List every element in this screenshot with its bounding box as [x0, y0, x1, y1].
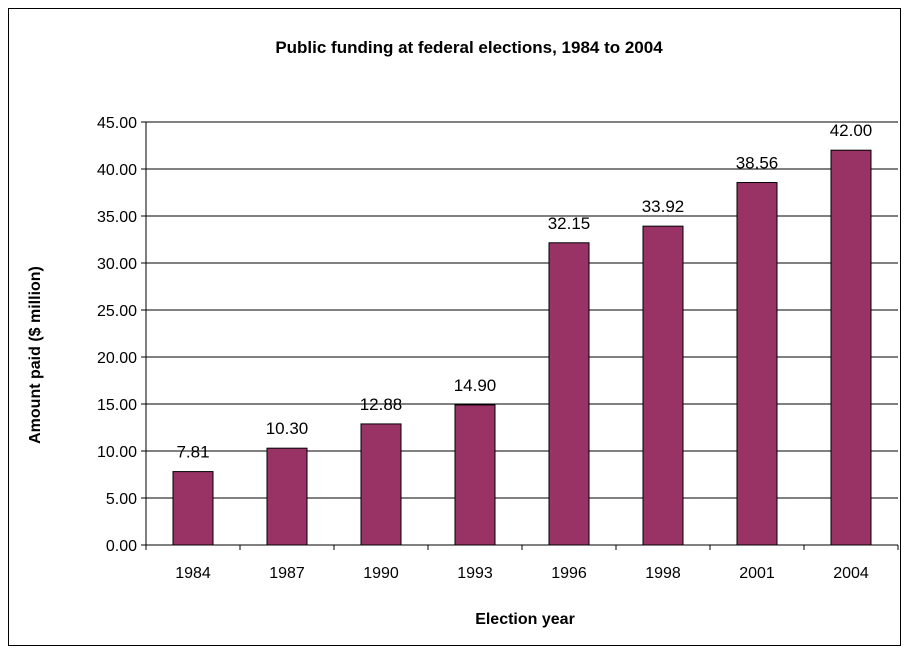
bar — [830, 149, 872, 546]
bar — [454, 404, 496, 546]
labels: 0.00 5.00 10.00 15.00 20.00 25.00 30.00 35.00 40… — [97, 115, 872, 582]
x-tick-label: 1987 — [269, 565, 305, 582]
data-label: 10.30 — [266, 419, 309, 438]
x-tick-label: 1996 — [551, 565, 587, 582]
bar — [360, 423, 402, 546]
data-label: 12.88 — [360, 395, 403, 414]
axes — [141, 121, 899, 550]
x-tick-label: 1990 — [363, 565, 399, 582]
y-axis-title: Amount paid ($ million) — [27, 266, 44, 444]
data-label: 7.81 — [176, 443, 209, 462]
bars — [172, 149, 872, 546]
bar — [172, 471, 214, 546]
y-tick-label: 40.00 — [97, 162, 137, 179]
y-tick-label: 20.00 — [97, 350, 137, 367]
x-tick-label: 1998 — [645, 565, 681, 582]
y-tick-label: 15.00 — [97, 397, 137, 414]
x-tick-label: 1984 — [175, 565, 211, 582]
y-tick-label: 25.00 — [97, 303, 137, 320]
data-label: 33.92 — [642, 197, 685, 216]
y-tick-label: 30.00 — [97, 256, 137, 273]
y-tick-label: 5.00 — [106, 491, 137, 508]
y-tick-label: 10.00 — [97, 444, 137, 461]
x-tick-label: 2001 — [739, 565, 775, 582]
bar — [736, 182, 778, 546]
chart: Public funding at federal elections, 198… — [8, 8, 901, 646]
y-tick-label: 35.00 — [97, 209, 137, 226]
y-tick-label: 45.00 — [97, 115, 137, 132]
data-label: 38.56 — [736, 154, 779, 173]
bar — [642, 225, 684, 546]
x-tick-label: 1993 — [457, 565, 493, 582]
chart-title: Public funding at federal elections, 198… — [275, 38, 663, 57]
data-label: 32.15 — [548, 214, 591, 233]
bar — [266, 447, 308, 546]
y-tick-label: 0.00 — [106, 538, 137, 555]
data-label: 42.00 — [830, 121, 873, 140]
x-tick-label: 2004 — [833, 565, 869, 582]
data-label: 14.90 — [454, 376, 497, 395]
x-axis-title: Election year — [475, 611, 575, 628]
bar — [548, 242, 590, 546]
